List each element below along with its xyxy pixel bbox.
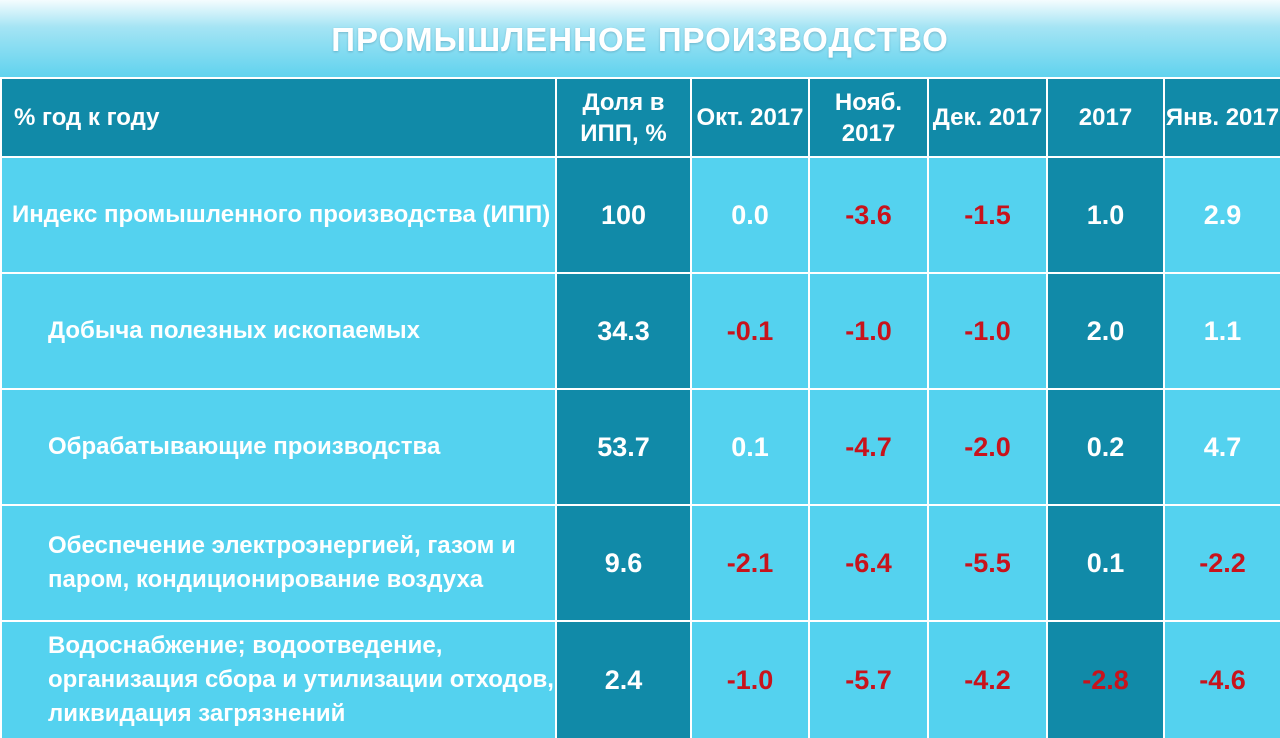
share-cell: 53.7 xyxy=(555,388,692,506)
value-cell: -2.2 xyxy=(1163,504,1280,622)
row-label: Обеспечение электроэнергией, газом и пар… xyxy=(0,504,557,622)
value-cell: -3.6 xyxy=(808,156,929,274)
value-cell: -2.1 xyxy=(690,504,810,622)
column-header-nov-2017: Нояб. 2017 xyxy=(808,77,929,158)
value-cell: 1.1 xyxy=(1163,272,1280,390)
share-cell: 9.6 xyxy=(555,504,692,622)
column-header-share: Доля в ИПП, % xyxy=(555,77,692,158)
value-cell: -1.0 xyxy=(808,272,929,390)
value-cell: -5.7 xyxy=(808,620,929,738)
value-cell: 4.7 xyxy=(1163,388,1280,506)
page-title: ПРОМЫШЛЕННОЕ ПРОИЗВОДСТВО xyxy=(0,0,1280,78)
table-row: Обеспечение электроэнергией, газом и пар… xyxy=(0,504,1280,622)
share-cell: 2.4 xyxy=(555,620,692,738)
year-value-cell: 0.1 xyxy=(1046,504,1165,622)
year-value-cell: 1.0 xyxy=(1046,156,1165,274)
row-label: Добыча полезных ископаемых xyxy=(0,272,557,390)
value-cell: -0.1 xyxy=(690,272,810,390)
year-value-cell: 2.0 xyxy=(1046,272,1165,390)
value-cell: -1.5 xyxy=(927,156,1048,274)
column-header-jan-2017: Янв. 2017 xyxy=(1163,77,1280,158)
column-header-oct-2017: Окт. 2017 xyxy=(690,77,810,158)
table-row: Индекс промышленного производства (ИПП) … xyxy=(0,156,1280,274)
column-header-metric: % год к году xyxy=(0,77,557,158)
value-cell: -4.6 xyxy=(1163,620,1280,738)
year-value-cell: -2.8 xyxy=(1046,620,1165,738)
table-row: Добыча полезных ископаемых 34.3 -0.1 -1.… xyxy=(0,272,1280,390)
share-cell: 100 xyxy=(555,156,692,274)
table-row: Обрабатывающие производства 53.7 0.1 -4.… xyxy=(0,388,1280,506)
row-label: Обрабатывающие производства xyxy=(0,388,557,506)
value-cell: 0.1 xyxy=(690,388,810,506)
column-header-dec-2017: Дек. 2017 xyxy=(927,77,1048,158)
value-cell: -4.2 xyxy=(927,620,1048,738)
value-cell: -1.0 xyxy=(927,272,1048,390)
share-cell: 34.3 xyxy=(555,272,692,390)
table-row: Водоснабжение; водоотведение, организаци… xyxy=(0,620,1280,738)
year-value-cell: 0.2 xyxy=(1046,388,1165,506)
value-cell: -6.4 xyxy=(808,504,929,622)
value-cell: -5.5 xyxy=(927,504,1048,622)
value-cell: -1.0 xyxy=(690,620,810,738)
value-cell: -4.7 xyxy=(808,388,929,506)
row-label: Индекс промышленного производства (ИПП) xyxy=(0,156,557,274)
value-cell: -2.0 xyxy=(927,388,1048,506)
industrial-production-table: % год к году Доля в ИПП, % Окт. 2017 Ноя… xyxy=(0,77,1280,738)
row-label: Водоснабжение; водоотведение, организаци… xyxy=(0,620,557,738)
table-header-row: % год к году Доля в ИПП, % Окт. 2017 Ноя… xyxy=(0,77,1280,158)
column-header-year-2017: 2017 xyxy=(1046,77,1165,158)
value-cell: 2.9 xyxy=(1163,156,1280,274)
value-cell: 0.0 xyxy=(690,156,810,274)
